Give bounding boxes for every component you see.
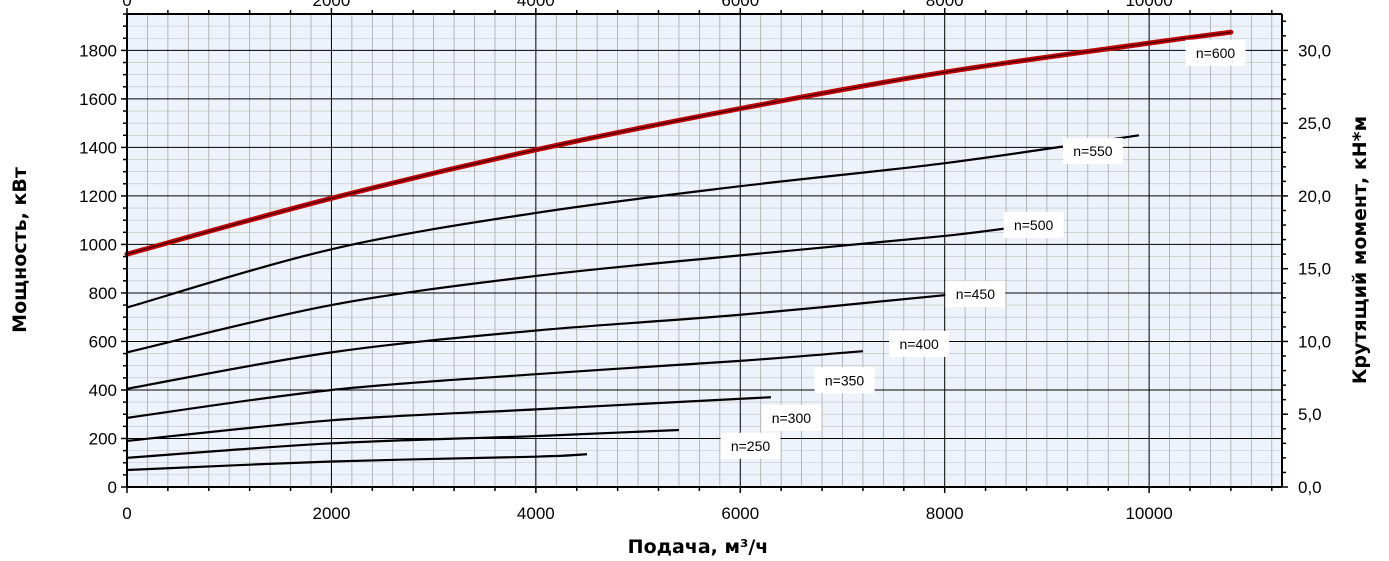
series-line-n-250	[126, 453, 588, 472]
y2-axis-title: Крутящий момент, кН*м	[1349, 116, 1371, 384]
y-tick-label: 400	[89, 381, 117, 400]
y-axis-title: Мощность, кВт	[9, 167, 31, 333]
x-tick-label: 8000	[926, 504, 964, 523]
x-tick-label: 4000	[517, 504, 555, 523]
x-tick-label: 10000	[1125, 504, 1172, 523]
x-top-tick-label: 8000	[926, 0, 964, 10]
curve-label: n=250	[720, 432, 781, 459]
y2-tick-label: 10,0	[1298, 332, 1331, 351]
curve-label: n=350	[814, 367, 875, 394]
y-tick-label: 1200	[79, 187, 117, 206]
series-line-n-350	[126, 396, 771, 443]
series-line-n-400	[126, 350, 864, 419]
y-tick-label: 600	[89, 332, 117, 351]
y-tick-label: 1000	[79, 235, 117, 254]
x-top-tick-label: 4000	[517, 0, 555, 10]
curve-label-box	[720, 432, 781, 459]
series-line-n-450	[126, 293, 956, 390]
curve-label-box	[1185, 39, 1246, 66]
curve-label: n=450	[945, 281, 1006, 308]
curve-label-text: n=600	[1196, 45, 1236, 61]
curve-label: n=400	[889, 330, 950, 357]
y-tick-label: 800	[89, 284, 117, 303]
plot-area	[127, 14, 1282, 487]
y-tick-label: 0	[108, 478, 117, 497]
curve-label: n=300	[761, 404, 822, 431]
series-line-n-300	[126, 428, 679, 459]
y2-tick-label: 25,0	[1298, 114, 1331, 133]
curve-label-box	[814, 367, 875, 394]
x-top-tick-label: 2000	[313, 0, 351, 10]
series-line-n-550	[126, 134, 1140, 309]
curve-label-text: n=500	[1014, 217, 1054, 233]
curve-label: n=500	[1003, 212, 1064, 239]
y2-tick-label: 20,0	[1298, 187, 1331, 206]
curve-label-box	[1003, 212, 1064, 239]
y-tick-label: 1800	[79, 41, 117, 60]
y-axis-ticks: 0 200 400 600 800 1000 1200 1400 1600 1800	[79, 13, 127, 497]
curve-label-text: n=300	[772, 410, 812, 426]
x-top-tick-label: 0	[122, 0, 131, 10]
curve-label-box	[761, 404, 822, 431]
curve-label-text: n=250	[731, 438, 771, 454]
y-tick-label: 200	[89, 429, 117, 448]
curve-label-box	[889, 330, 950, 357]
x-axis-ticks: 0 2000 4000 6000 8000 10000	[122, 487, 1273, 523]
x-tick-label: 6000	[721, 504, 759, 523]
y2-tick-label: 30,0	[1298, 41, 1331, 60]
curve-label-text: n=450	[956, 286, 996, 302]
x-tick-label: 0	[122, 504, 131, 523]
y2-tick-label: 15,0	[1298, 260, 1331, 279]
curve-label-box	[945, 281, 1006, 308]
x-tick-label: 2000	[313, 504, 351, 523]
curve-label: n=550	[1062, 138, 1123, 165]
plot-background	[127, 14, 1282, 487]
minor-gridlines	[127, 14, 1282, 487]
x-top-tick-label: 6000	[721, 0, 759, 10]
curve-label-text: n=400	[899, 336, 939, 352]
y-tick-label: 1600	[79, 90, 117, 109]
y2-tick-label: 0,0	[1298, 478, 1322, 497]
y2-tick-label: 5,0	[1298, 405, 1322, 424]
x-axis-ticks-top: 0 2000 4000 6000 8000 10000	[122, 0, 1273, 14]
curve-label-text: n=350	[825, 372, 865, 388]
x-top-tick-label: 10000	[1125, 0, 1172, 10]
y-tick-label: 1400	[79, 138, 117, 157]
axes	[126, 13, 1283, 488]
series-lines	[124, 29, 1234, 472]
series-line-core-n-600	[126, 31, 1231, 255]
series-line-n-500	[126, 221, 1048, 354]
curve-label: n=600	[1185, 39, 1246, 66]
curve-label-box	[1062, 138, 1123, 165]
curve-label-text: n=550	[1073, 143, 1113, 159]
x-axis-title: Подача, м³/ч	[628, 536, 769, 558]
y2-axis-ticks: 0,0 5,0 10,0 15,0 20,0 25,0 30,0	[1282, 20, 1331, 497]
